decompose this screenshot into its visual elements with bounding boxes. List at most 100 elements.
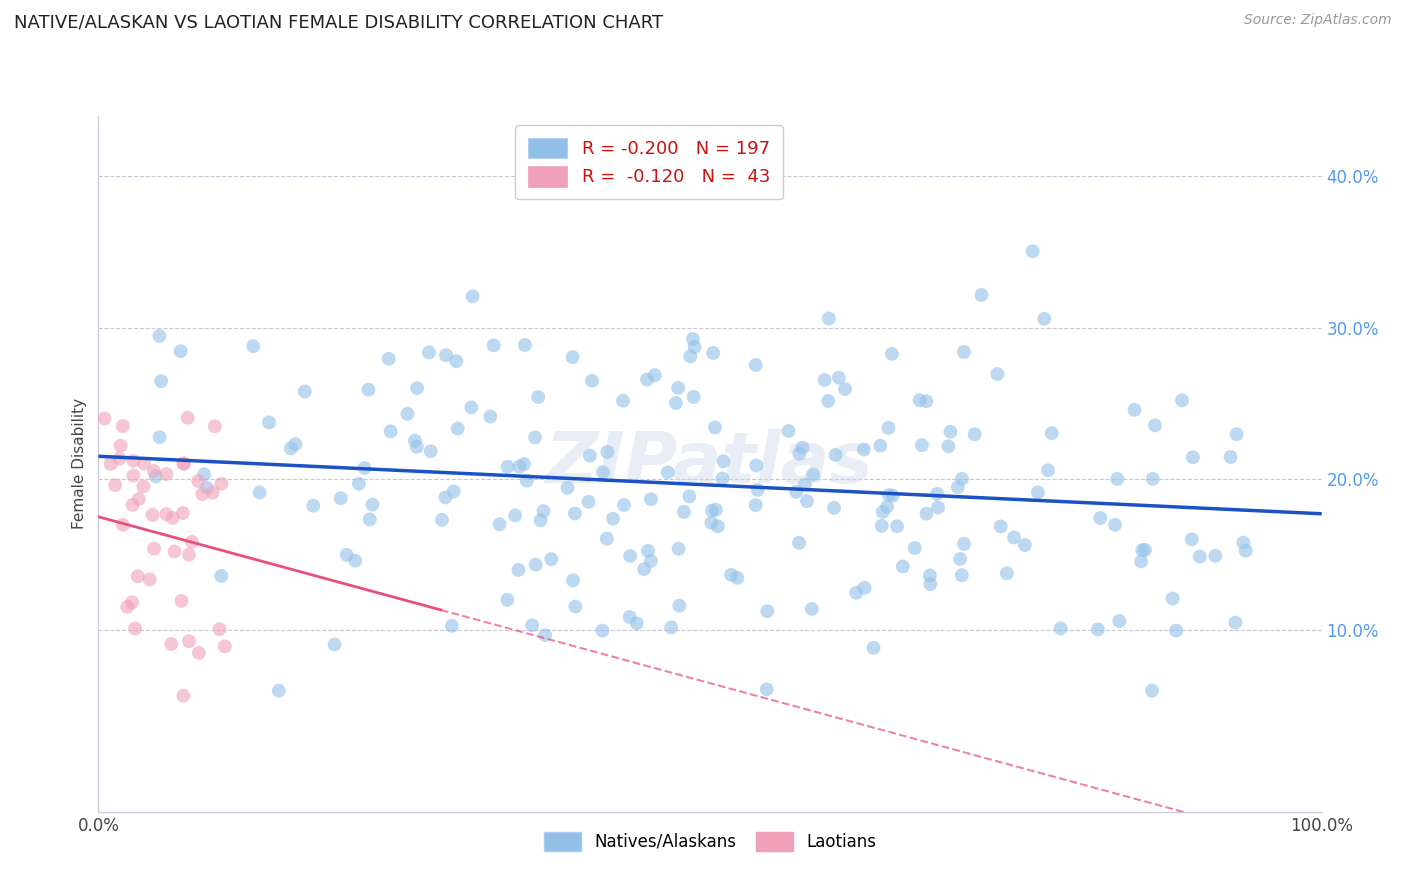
Point (949, 552, 972, 566)
Point (756, 604, 779, 618)
Point (142, 464, 165, 478)
Point (953, 537, 976, 551)
Point (177, 548, 200, 562)
Point (778, 424, 800, 438)
Point (353, 461, 375, 475)
Point (1188, 549, 1211, 564)
Point (869, 439, 891, 453)
Point (683, 340, 706, 354)
Point (963, 427, 986, 442)
Point (915, 394, 938, 409)
Point (359, 512, 381, 526)
Point (111, 517, 134, 532)
Point (1036, 463, 1059, 477)
Point (145, 469, 167, 483)
Point (141, 508, 163, 522)
Point (561, 350, 583, 364)
Point (801, 467, 824, 482)
Point (619, 549, 641, 563)
Point (1171, 393, 1194, 408)
Point (214, 640, 236, 654)
Point (124, 622, 146, 636)
Point (516, 474, 538, 488)
Point (380, 425, 402, 439)
Point (990, 519, 1012, 533)
Point (596, 445, 619, 459)
Point (666, 381, 689, 395)
Point (619, 610, 641, 624)
Text: ZIPatlas: ZIPatlas (547, 429, 873, 499)
Point (440, 619, 463, 633)
Point (682, 332, 704, 346)
Point (204, 419, 226, 434)
Point (533, 504, 555, 518)
Point (581, 374, 603, 388)
Point (720, 567, 742, 582)
Point (824, 448, 846, 462)
Point (668, 541, 690, 556)
Text: Source: ZipAtlas.com: Source: ZipAtlas.com (1244, 13, 1392, 28)
Point (257, 416, 280, 430)
Point (702, 346, 724, 360)
Point (678, 490, 700, 504)
Point (503, 508, 526, 523)
Point (404, 434, 426, 448)
Point (877, 488, 900, 502)
Point (150, 374, 173, 388)
Point (176, 410, 198, 425)
Point (813, 373, 835, 387)
Point (1108, 614, 1130, 628)
Point (527, 390, 550, 404)
Point (160, 637, 183, 651)
Point (882, 489, 904, 503)
Point (132, 479, 155, 493)
Point (1026, 485, 1049, 500)
Point (336, 548, 359, 562)
Point (1219, 450, 1241, 464)
Point (122, 454, 145, 468)
Point (172, 456, 194, 470)
Point (193, 467, 215, 482)
Point (121, 498, 143, 512)
Point (201, 485, 224, 500)
Point (524, 558, 547, 572)
Point (1204, 549, 1226, 563)
Point (920, 577, 942, 591)
Point (187, 474, 209, 488)
Point (562, 574, 585, 588)
Point (704, 420, 727, 434)
Point (880, 347, 903, 361)
Point (707, 519, 730, 533)
Point (891, 559, 914, 574)
Point (1140, 683, 1163, 698)
Point (636, 372, 658, 386)
Point (886, 519, 908, 533)
Point (704, 502, 727, 516)
Point (418, 345, 440, 359)
Point (117, 599, 139, 614)
Point (904, 541, 927, 555)
Point (170, 594, 193, 608)
Point (242, 339, 264, 353)
Point (1225, 615, 1247, 630)
Point (447, 421, 470, 435)
Point (862, 640, 884, 655)
Legend: Natives/Alaskans, Laotians: Natives/Alaskans, Laotians (533, 820, 887, 863)
Point (700, 516, 723, 530)
Point (817, 311, 839, 326)
Y-axis label: Female Disability: Female Disability (72, 398, 87, 530)
Point (745, 458, 768, 473)
Point (950, 472, 973, 486)
Point (672, 505, 695, 519)
Point (1021, 244, 1043, 259)
Point (794, 477, 817, 491)
Point (419, 444, 441, 458)
Point (446, 354, 468, 368)
Text: NATIVE/ALASKAN VS LAOTIAN FEMALE DISABILITY CORRELATION CHART: NATIVE/ALASKAN VS LAOTIAN FEMALE DISABIL… (14, 13, 664, 31)
Point (361, 498, 384, 512)
Point (877, 421, 900, 435)
Point (323, 638, 346, 652)
Point (169, 344, 191, 359)
Point (711, 454, 734, 468)
Point (187, 646, 209, 660)
